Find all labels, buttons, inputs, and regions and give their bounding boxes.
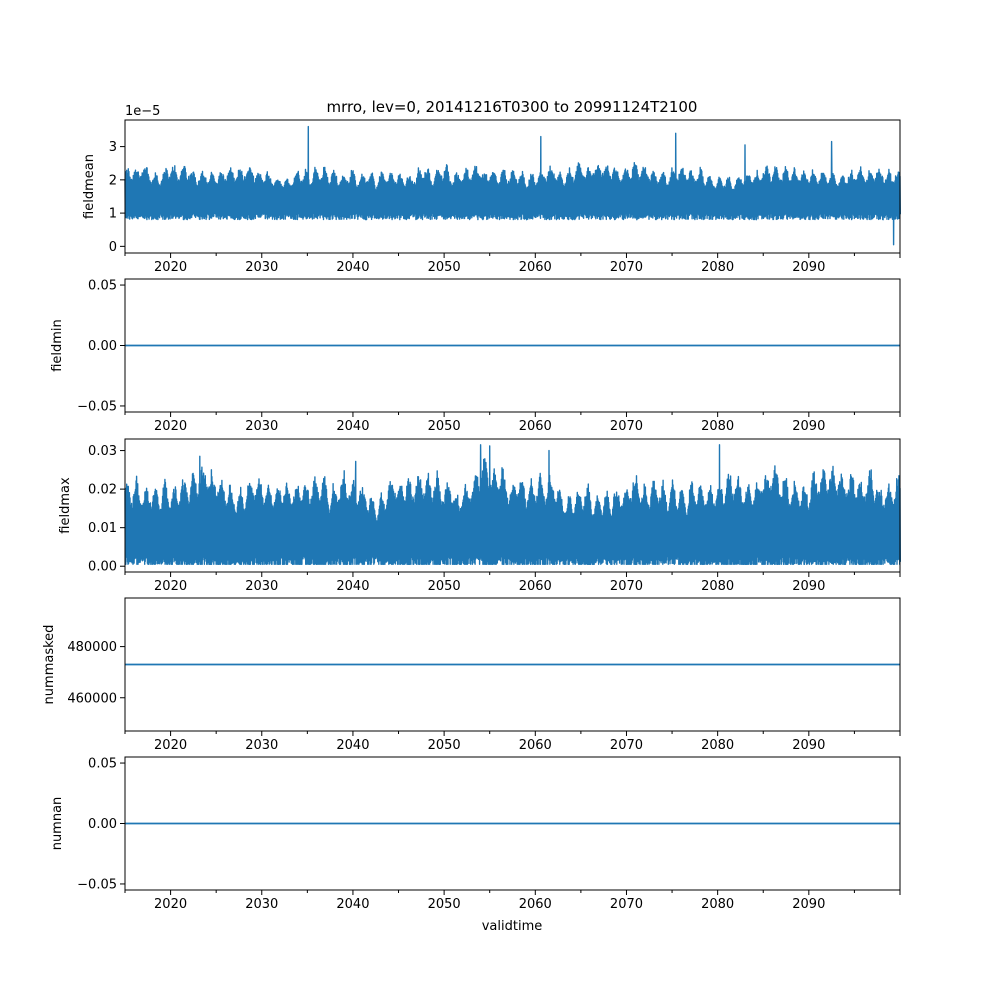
numnan-y-tick-label: 0.05 <box>88 757 117 772</box>
fieldmax-series-line <box>124 444 901 565</box>
nummasked-x-tick-label: 2080 <box>701 738 734 753</box>
numnan-x-tick-label: 2060 <box>519 897 552 912</box>
nummasked-y-tick-label: 480000 <box>67 640 117 655</box>
fieldmax-x-tick-label: 2050 <box>428 579 461 594</box>
fieldmax-x-tick-label: 2030 <box>245 579 278 594</box>
subplot-fieldmax: 2020 2030 2040 2050 2060 2070 2080 2090 0.00 0.01… <box>58 438 901 594</box>
fieldmean-x-tick-label: 2030 <box>245 260 278 275</box>
nummasked-y-axis-label: nummasked <box>42 625 57 705</box>
fieldmax-axes-frame <box>124 438 901 573</box>
chart-title: mrro, lev=0, 20141216T0300 to 20991124T2… <box>327 98 698 116</box>
fieldmax-y-tick-label: 0.01 <box>88 521 117 536</box>
fieldmin-x-tick-label: 2060 <box>519 419 552 434</box>
fieldmax-x-tick-label: 2070 <box>610 579 643 594</box>
numnan-x-tick-label: 2080 <box>701 897 734 912</box>
fieldmin-x-tick-label: 2020 <box>154 419 187 434</box>
nummasked-x-tick-label: 2030 <box>245 738 278 753</box>
nummasked-x-tick-label: 2050 <box>428 738 461 753</box>
numnan-x-tick-label: 2040 <box>336 897 369 912</box>
fieldmax-y-axis-label: fieldmax <box>58 477 73 534</box>
fieldmean-y-tick-label: 1 <box>109 207 117 222</box>
fieldmean-x-tick-label: 2060 <box>519 260 552 275</box>
fieldmean-y-tick-label: 2 <box>109 173 117 188</box>
fieldmin-y-axis-label: fieldmin <box>50 319 65 372</box>
fieldmean-series-line <box>124 125 901 246</box>
fieldmean-axes-frame <box>124 119 901 254</box>
fieldmax-x-tick-label: 2090 <box>792 579 825 594</box>
fieldmin-x-tick-label: 2030 <box>245 419 278 434</box>
numnan-y-tick-label: 0.00 <box>88 817 117 832</box>
fieldmin-y-tick-label: 0.00 <box>88 339 117 354</box>
fieldmin-x-tick-label: 2040 <box>336 419 369 434</box>
fieldmax-y-tick-label: 0.03 <box>88 444 117 459</box>
fieldmin-x-tick-label: 2080 <box>701 419 734 434</box>
fieldmean-x-tick-label: 2050 <box>428 260 461 275</box>
nummasked-x-tick-label: 2060 <box>519 738 552 753</box>
subplot-nummasked: 2020 2030 2040 2050 2060 2070 2080 2090 460000 48… <box>42 597 901 753</box>
fieldmean-y-axis-label: fieldmean <box>82 154 97 219</box>
fieldmax-x-tick-label: 2080 <box>701 579 734 594</box>
numnan-y-axis-label: numnan <box>50 797 65 851</box>
fieldmin-y-tick-label: −0.05 <box>77 399 117 414</box>
fieldmean-x-tick-label: 2080 <box>701 260 734 275</box>
fieldmean-y-tick-label: 0 <box>109 240 117 255</box>
numnan-x-tick-label: 2020 <box>154 897 187 912</box>
fieldmin-x-tick-label: 2050 <box>428 419 461 434</box>
fieldmax-x-tick-label: 2060 <box>519 579 552 594</box>
nummasked-x-tick-label: 2090 <box>792 738 825 753</box>
subplot-fieldmin: 2020 2030 2040 2050 2060 2070 2080 2090 −0.05 0.0… <box>50 278 901 434</box>
fieldmean-x-tick-label: 2070 <box>610 260 643 275</box>
nummasked-x-tick-label: 2020 <box>154 738 187 753</box>
nummasked-x-tick-label: 2070 <box>610 738 643 753</box>
numnan-x-tick-label: 2090 <box>792 897 825 912</box>
numnan-x-tick-label: 2050 <box>428 897 461 912</box>
numnan-y-tick-label: −0.05 <box>77 877 117 892</box>
fieldmax-x-tick-label: 2020 <box>154 579 187 594</box>
fieldmax-x-tick-label: 2040 <box>336 579 369 594</box>
subplot-numnan: 2020 2030 2040 2050 2060 2070 2080 2090 −0.05 0.0… <box>50 756 901 912</box>
fieldmean-x-tick-label: 2090 <box>792 260 825 275</box>
subplots: 2020 2030 2040 2050 2060 2070 2080 2090 0 1 2 3 fiel… <box>42 104 901 912</box>
fieldmean-x-tick-label: 2020 <box>154 260 187 275</box>
fieldmax-y-tick-label: 0.00 <box>88 560 117 575</box>
numnan-x-tick-label: 2030 <box>245 897 278 912</box>
fieldmean-x-tick-label: 2040 <box>336 260 369 275</box>
fieldmax-y-tick-label: 0.02 <box>88 483 117 498</box>
numnan-x-tick-label: 2070 <box>610 897 643 912</box>
subplot-fieldmean: 2020 2030 2040 2050 2060 2070 2080 2090 0 1 2 3 fiel… <box>82 104 901 275</box>
x-axis-label: validtime <box>482 919 543 934</box>
nummasked-y-tick-label: 460000 <box>67 691 117 706</box>
fieldmean-offset-label: 1e−5 <box>125 104 160 119</box>
nummasked-axes-frame <box>124 597 901 732</box>
fieldmin-x-tick-label: 2090 <box>792 419 825 434</box>
nummasked-x-tick-label: 2040 <box>336 738 369 753</box>
fieldmin-y-tick-label: 0.05 <box>88 279 117 294</box>
fieldmin-x-tick-label: 2070 <box>610 419 643 434</box>
fieldmean-y-tick-label: 3 <box>109 140 117 155</box>
